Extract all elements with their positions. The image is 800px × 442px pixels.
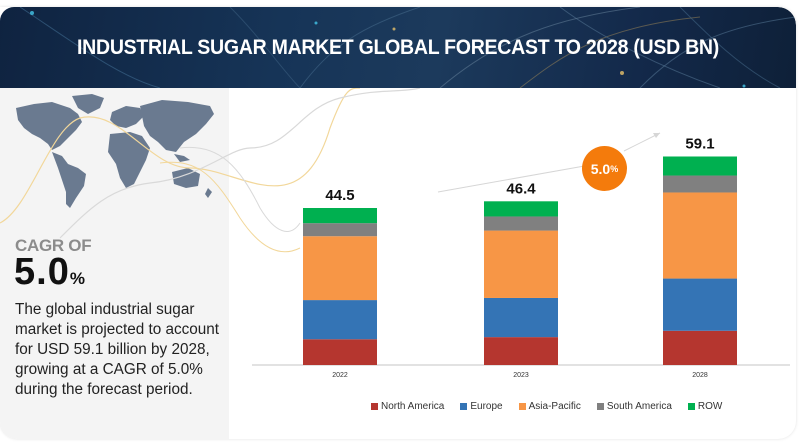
growth-arrow-line [437,164,591,193]
header-background-lines [19,7,796,88]
cagr-unit: % [69,269,85,288]
growth-arrow-line-2 [623,132,661,152]
badge-unit: % [610,163,619,174]
chart-legend: North America Europe Asia-Pacific South Ame… [371,401,722,412]
x-tick-label-2028: 2028 [692,372,708,379]
bar-segment-north-america-2023 [484,337,558,365]
legend-item-row: ROW [687,401,723,412]
legend-item-europe: Europe [460,401,503,412]
bar-segment-europe-2028 [663,278,737,331]
bar-segment-row-2028 [663,156,737,176]
world-map-icon [16,94,214,208]
x-tick-label-2023: 2023 [513,372,529,379]
cagr-label: CAGR OF [15,236,92,255]
growth-arrow-head [653,133,660,138]
legend-swatch [518,403,526,410]
decorative-waves [0,88,421,253]
stacked-bar-chart: 44.5 2022 46.4 2023 59.1 2028 [252,132,790,379]
legend-swatch [371,403,378,410]
legend-item-asia-pacific: Asia-Pacific [518,401,581,412]
legend-label: South America [606,401,672,412]
legend-item-north-america: North America [371,401,444,412]
page-title: INDUSTRIAL SUGAR MARKET GLOBAL FORECAST … [77,35,719,59]
bar-segment-north-america-2022 [303,339,377,365]
bar-segment-europe-2022 [303,300,377,340]
total-label-2022: 44.5 [325,187,354,204]
cagr-value: 5.0% [14,251,85,294]
x-tick-label-2022: 2022 [332,372,348,379]
summary-panel: CAGR OF 5.0% The global industrial sugar… [0,88,229,439]
bar-segment-asia-pacific-2022 [303,236,377,301]
bar-segment-south-america-2028 [663,175,737,193]
legend-label: Europe [470,401,503,412]
market-description: The global industrial sugar market is pr… [15,301,220,398]
bar-segment-europe-2023 [484,297,558,338]
bar-segment-south-america-2023 [484,216,558,231]
total-label-2028: 59.1 [685,135,714,152]
legend-swatch [460,403,468,410]
total-label-2023: 46.4 [506,180,536,197]
legend-swatch [687,403,695,410]
cagr-badge: 5.0% [582,146,627,191]
badge-value: 5.0 [590,160,611,177]
legend-label: Asia-Pacific [528,401,581,412]
bar-segment-row-2023 [484,201,558,217]
cagr-number: 5.0 [14,251,70,293]
infographic-card: INDUSTRIAL SUGAR MARKET GLOBAL FORECAST … [0,7,796,439]
legend-swatch [596,403,604,410]
legend-label: North America [381,401,445,412]
bar-segment-row-2022 [303,208,377,224]
bar-segment-south-america-2022 [303,223,377,237]
bar-segment-asia-pacific-2028 [663,192,737,279]
legend-label: ROW [697,401,723,412]
header-banner: INDUSTRIAL SUGAR MARKET GLOBAL FORECAST … [0,7,796,88]
bar-segment-asia-pacific-2023 [484,230,558,298]
legend-item-south-america: South America [596,401,672,412]
bar-segment-north-america-2028 [663,330,737,365]
